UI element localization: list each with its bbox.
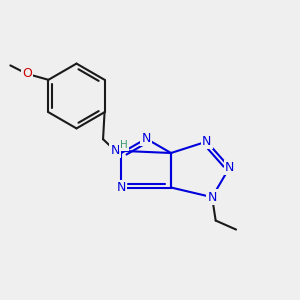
Text: H: H [120, 140, 128, 150]
Text: N: N [117, 181, 126, 194]
Text: O: O [22, 67, 32, 80]
Text: N: N [202, 135, 211, 148]
Text: N: N [207, 191, 217, 204]
Text: N: N [142, 132, 151, 145]
Text: N: N [225, 161, 234, 174]
Text: N: N [110, 144, 120, 157]
